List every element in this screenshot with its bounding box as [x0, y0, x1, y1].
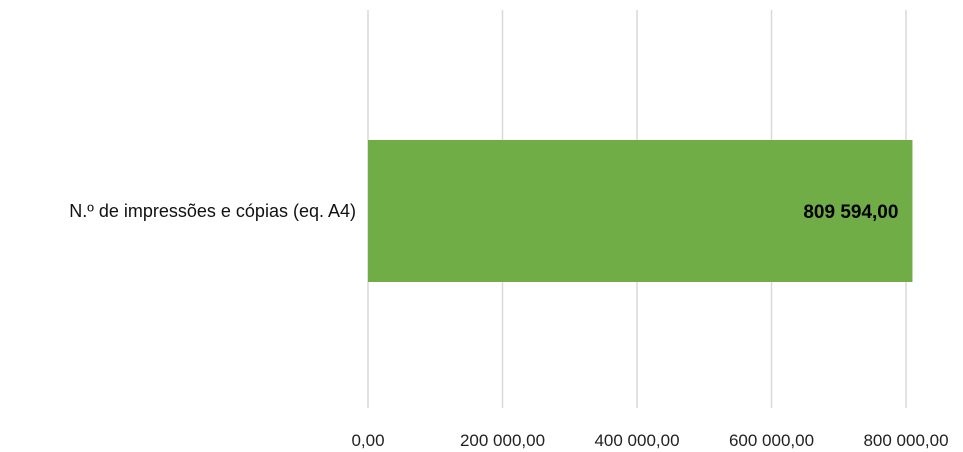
x-tick-label-3: 600 000,00 — [729, 431, 814, 450]
x-tick-label-4: 800 000,00 — [863, 431, 948, 450]
data-label-0: 809 594,00 — [803, 202, 898, 223]
data-labels: 809 594,00 — [803, 202, 898, 223]
x-tick-label-1: 200 000,00 — [460, 431, 545, 450]
x-tick-label-2: 400 000,00 — [594, 431, 679, 450]
bars — [368, 140, 913, 282]
x-axis-tick-labels: 0,00 200 000,00 400 000,00 600 000,00 800 00… — [351, 431, 948, 450]
category-label-0: N.º de impressões e cópias (eq. A4) — [69, 201, 356, 221]
bar-0 — [368, 140, 913, 282]
x-tick-label-0: 0,00 — [351, 431, 384, 450]
category-labels: N.º de impressões e cópias (eq. A4) — [69, 201, 356, 221]
